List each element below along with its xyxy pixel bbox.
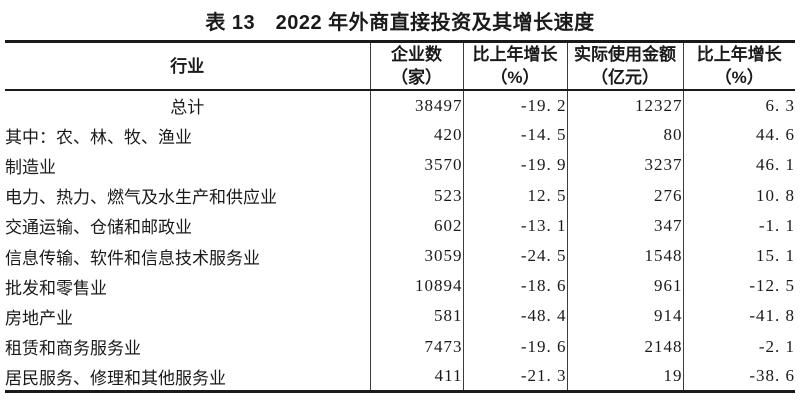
growth-enterprises-cell: -19. 9 bbox=[462, 150, 567, 181]
growth-amount-cell: -12. 5 bbox=[682, 271, 795, 302]
growth-enterprises-cell: -14. 5 bbox=[462, 120, 567, 151]
growth-enterprises-cell: -24. 5 bbox=[462, 240, 567, 272]
amount-used-cell: 347 bbox=[566, 210, 683, 241]
industry-cell: 批发和零售业 bbox=[5, 278, 107, 298]
col-header-growth-enterprises: 比上年增长 （%） bbox=[462, 41, 567, 90]
industry-cell: 其中：农、林、牧、渔业 bbox=[5, 127, 192, 147]
table-row: 电力、热力、燃气及水生产和供应业 523 12. 5 276 10. 8 bbox=[5, 180, 795, 211]
enterprises-cell: 38497 bbox=[369, 90, 463, 121]
enterprises-cell: 7473 bbox=[369, 331, 463, 362]
table-row: 居民服务、修理和其他服务业 411 -21. 3 19 -38. 6 bbox=[5, 361, 795, 392]
amount-used-cell: 80 bbox=[566, 120, 683, 151]
table-row: 租赁和商务服务业 7473 -19. 6 2148 -2. 1 bbox=[5, 331, 795, 362]
col-header-industry: 行业 bbox=[5, 42, 370, 91]
table-row: 交通运输、仓储和邮政业 602 -13. 1 347 -1. 1 bbox=[5, 210, 795, 241]
growth-amount-cell: -1. 1 bbox=[682, 210, 795, 241]
amount-used-cell: 12327 bbox=[566, 90, 683, 121]
col-header-amount-used: 实际使用金额 （亿元） bbox=[566, 41, 683, 90]
table-row: 其中：农、林、牧、渔业 420 -14. 5 80 44. 6 bbox=[5, 120, 795, 151]
growth-amount-cell: 6. 3 bbox=[682, 90, 795, 121]
industry-cell: 电力、热力、燃气及水生产和供应业 bbox=[5, 188, 277, 208]
table-title: 表 13 2022 年外商直接投资及其增长速度 bbox=[205, 11, 595, 34]
growth-enterprises-cell: -19. 6 bbox=[462, 331, 567, 362]
table-row: 制造业 3570 -19. 9 3237 46. 1 bbox=[5, 150, 795, 181]
growth-enterprises-cell: -48. 4 bbox=[462, 301, 567, 332]
enterprises-cell: 3570 bbox=[369, 150, 463, 181]
industry-cell: 交通运输、仓储和邮政业 bbox=[5, 218, 192, 238]
industry-cell: 信息传输、软件和信息技术服务业 bbox=[5, 248, 260, 268]
amount-used-cell: 276 bbox=[566, 180, 683, 211]
header-row: 行业 企业数 （家） 比上年增长 （%） 实际使用金额 （亿元） 比上年增长 （… bbox=[5, 41, 795, 91]
growth-amount-cell: 15. 1 bbox=[682, 240, 795, 272]
table-row: 批发和零售业 10894 -18. 6 961 -12. 5 bbox=[5, 271, 795, 302]
growth-enterprises-cell: -13. 1 bbox=[462, 210, 567, 241]
growth-amount-cell: 46. 1 bbox=[682, 150, 795, 181]
industry-cell: 房地产业 bbox=[5, 308, 73, 328]
growth-amount-cell: 44. 6 bbox=[682, 120, 795, 151]
industry-cell: 制造业 bbox=[5, 157, 56, 177]
table-row: 总计 38497 -19. 2 12327 6. 3 bbox=[5, 90, 795, 121]
col-header-enterprises: 企业数 （家） bbox=[369, 41, 463, 90]
growth-enterprises-cell: 12. 5 bbox=[462, 180, 567, 211]
growth-amount-cell: -38. 6 bbox=[682, 361, 795, 392]
enterprises-cell: 3059 bbox=[369, 240, 463, 272]
industry-cell: 总计 bbox=[170, 98, 205, 118]
amount-used-cell: 914 bbox=[566, 301, 683, 332]
fdi-table: 行业 企业数 （家） 比上年增长 （%） 实际使用金额 （亿元） 比上年增长 （… bbox=[5, 40, 795, 394]
amount-used-cell: 961 bbox=[566, 271, 683, 302]
enterprises-cell: 411 bbox=[369, 361, 463, 392]
amount-used-cell: 1548 bbox=[566, 240, 683, 272]
enterprises-cell: 523 bbox=[369, 180, 463, 211]
growth-amount-cell: -2. 1 bbox=[682, 331, 795, 362]
growth-amount-cell: 10. 8 bbox=[682, 180, 795, 211]
amount-used-cell: 2148 bbox=[566, 331, 683, 362]
industry-cell: 租赁和商务服务业 bbox=[5, 339, 141, 359]
col-header-industry-label: 行业 bbox=[170, 56, 205, 76]
growth-enterprises-cell: -19. 2 bbox=[462, 90, 567, 121]
col-header-growth-amount: 比上年增长 （%） bbox=[682, 41, 795, 90]
growth-amount-cell: -41. 8 bbox=[682, 301, 795, 332]
growth-enterprises-cell: -21. 3 bbox=[462, 361, 567, 392]
industry-cell: 居民服务、修理和其他服务业 bbox=[5, 368, 226, 388]
enterprises-cell: 581 bbox=[369, 301, 463, 332]
amount-used-cell: 19 bbox=[566, 361, 683, 392]
table-row: 房地产业 581 -48. 4 914 -41. 8 bbox=[5, 301, 795, 332]
amount-used-cell: 3237 bbox=[566, 150, 683, 181]
growth-enterprises-cell: -18. 6 bbox=[462, 271, 567, 302]
enterprises-cell: 10894 bbox=[369, 271, 463, 302]
table-row: 信息传输、软件和信息技术服务业 3059 -24. 5 1548 15. 1 bbox=[5, 240, 795, 272]
enterprises-cell: 602 bbox=[369, 210, 463, 241]
enterprises-cell: 420 bbox=[369, 120, 463, 151]
